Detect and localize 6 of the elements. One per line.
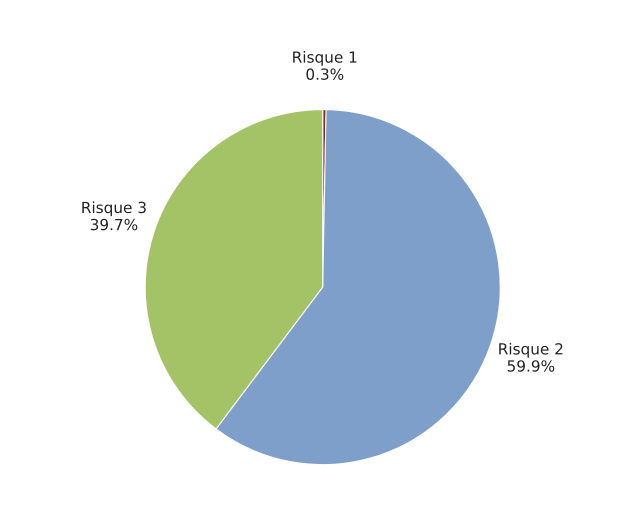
slice-label: Risque 2 [499, 342, 562, 358]
data-label: 0.3% [306, 68, 344, 80]
slice-label: Risque 1 [293, 51, 356, 66]
data-label: 59.9% [508, 360, 554, 372]
data-label: 39.7% [90, 218, 138, 230]
slice-label: Risque 3 [82, 201, 146, 216]
